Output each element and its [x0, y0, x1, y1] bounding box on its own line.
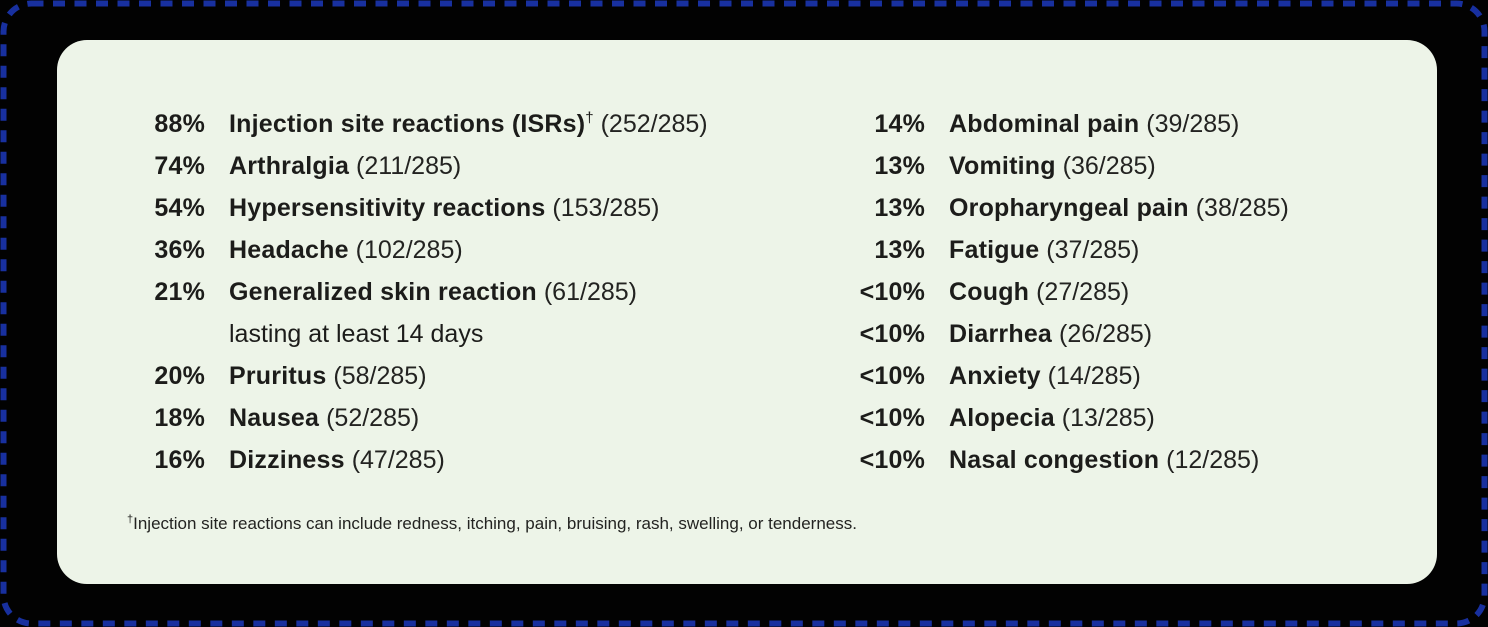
- reaction-percent: 88%: [154, 110, 205, 138]
- reaction-percent: <10%: [859, 362, 925, 390]
- reaction-count: (36/285): [1062, 152, 1156, 180]
- reaction-count: (252/285): [600, 110, 708, 138]
- reaction-percent: 21%: [154, 278, 205, 306]
- reaction-row: 20% Pruritus (58/285): [141, 355, 708, 397]
- reaction-name: Generalized skin reaction: [229, 278, 537, 306]
- reaction-percent: <10%: [859, 404, 925, 432]
- reaction-row: <10% Diarrhea (26/285): [817, 313, 1289, 355]
- reaction-name: Diarrhea: [949, 320, 1053, 348]
- adverse-reactions-card: 88% Injection site reactions (ISRs)† (252…: [57, 40, 1437, 584]
- reaction-count: (27/285): [1036, 278, 1130, 306]
- reaction-row: 54% Hypersensitivity reactions (153/285): [141, 187, 708, 229]
- reaction-name: Anxiety: [949, 362, 1041, 390]
- reaction-percent: <10%: [859, 446, 925, 474]
- reaction-label: Headache (102/285): [229, 229, 463, 271]
- reaction-label: Dizziness (47/285): [229, 439, 445, 481]
- reaction-count: (61/285): [543, 278, 637, 306]
- reaction-count: (211/285): [356, 152, 462, 180]
- reaction-percent: 54%: [154, 194, 205, 222]
- reaction-name: Pruritus: [229, 362, 327, 390]
- reaction-name: Abdominal pain: [949, 110, 1140, 138]
- reaction-count: (13/285): [1061, 404, 1155, 432]
- reaction-name: Arthralgia: [229, 152, 350, 180]
- reaction-count: (26/285): [1059, 320, 1153, 348]
- reaction-name: Dizziness: [229, 446, 345, 474]
- reaction-percent: 18%: [154, 404, 205, 432]
- reaction-percent: 16%: [154, 446, 205, 474]
- reactions-column-right: 14% Abdominal pain (39/285) 13% Vomiting (3…: [817, 103, 1289, 481]
- reaction-row: 74% Arthralgia (211/285): [141, 145, 708, 187]
- reaction-name: Alopecia: [949, 404, 1055, 432]
- reaction-label: Generalized skin reaction (61/285): [229, 271, 637, 313]
- reaction-percent: 13%: [874, 236, 925, 264]
- reaction-row: 36% Headache (102/285): [141, 229, 708, 271]
- reaction-name: Nasal congestion: [949, 446, 1160, 474]
- reaction-name: Injection site reactions (ISRs): [229, 110, 586, 138]
- reaction-row: 16% Dizziness (47/285): [141, 439, 708, 481]
- reaction-name: Cough: [949, 278, 1030, 306]
- reaction-label: Oropharyngeal pain (38/285): [949, 187, 1289, 229]
- reaction-label: Alopecia (13/285): [949, 397, 1155, 439]
- reaction-row: 13% Fatigue (37/285): [817, 229, 1289, 271]
- reaction-label: Nausea (52/285): [229, 397, 419, 439]
- reaction-name: Fatigue: [949, 236, 1040, 264]
- reaction-name: Oropharyngeal pain: [949, 194, 1189, 222]
- reaction-label: Vomiting (36/285): [949, 145, 1156, 187]
- reaction-percent: 13%: [874, 152, 925, 180]
- reaction-count: (12/285): [1166, 446, 1260, 474]
- reaction-row: 13% Oropharyngeal pain (38/285): [817, 187, 1289, 229]
- reaction-label: Pruritus (58/285): [229, 355, 427, 397]
- reaction-name: Hypersensitivity reactions: [229, 194, 546, 222]
- reaction-percent: 13%: [874, 194, 925, 222]
- reaction-row: 13% Vomiting (36/285): [817, 145, 1289, 187]
- reaction-count: (37/285): [1046, 236, 1140, 264]
- reaction-percent: 20%: [154, 362, 205, 390]
- reaction-row: <10% Alopecia (13/285): [817, 397, 1289, 439]
- reaction-row: <10% Cough (27/285): [817, 271, 1289, 313]
- reaction-row: 21% Generalized skin reaction (61/285): [141, 271, 708, 313]
- reaction-name: Headache: [229, 236, 349, 264]
- dagger-symbol: †: [585, 109, 594, 127]
- reaction-count: (58/285): [333, 362, 427, 390]
- reaction-count: (14/285): [1047, 362, 1141, 390]
- reaction-percent: 36%: [154, 236, 205, 264]
- reaction-row: <10% Nasal congestion (12/285): [817, 439, 1289, 481]
- dagger-symbol: †: [127, 513, 134, 526]
- reaction-label: Diarrhea (26/285): [949, 313, 1152, 355]
- reaction-count: (47/285): [351, 446, 445, 474]
- reaction-label: Arthralgia (211/285): [229, 145, 461, 187]
- reaction-percent: 14%: [874, 110, 925, 138]
- reaction-note-row: lasting at least 14 days: [141, 313, 708, 355]
- reaction-row: 18% Nausea (52/285): [141, 397, 708, 439]
- reaction-label: Cough (27/285): [949, 271, 1129, 313]
- reaction-count: (39/285): [1146, 110, 1240, 138]
- reaction-row: 88% Injection site reactions (ISRs)† (252…: [141, 103, 708, 145]
- reaction-percent: <10%: [859, 278, 925, 306]
- reaction-row: <10% Anxiety (14/285): [817, 355, 1289, 397]
- reaction-label: Fatigue (37/285): [949, 229, 1139, 271]
- reaction-count: (52/285): [326, 404, 420, 432]
- reaction-count: (153/285): [552, 194, 660, 222]
- reaction-count: (102/285): [355, 236, 463, 264]
- reaction-percent: <10%: [859, 320, 925, 348]
- reaction-label: Abdominal pain (39/285): [949, 103, 1239, 145]
- reaction-name: Nausea: [229, 404, 320, 432]
- reaction-label: Injection site reactions (ISRs)† (252/28…: [229, 103, 708, 145]
- reaction-name: Vomiting: [949, 152, 1056, 180]
- reaction-percent: 74%: [154, 152, 205, 180]
- reaction-label: Nasal congestion (12/285): [949, 439, 1259, 481]
- reaction-note: lasting at least 14 days: [229, 320, 484, 348]
- reaction-count: (38/285): [1195, 194, 1289, 222]
- reaction-label: Anxiety (14/285): [949, 355, 1141, 397]
- reaction-label: Hypersensitivity reactions (153/285): [229, 187, 659, 229]
- footnote-text: Injection site reactions can include red…: [133, 514, 857, 533]
- reaction-row: 14% Abdominal pain (39/285): [817, 103, 1289, 145]
- footnote: †Injection site reactions can include re…: [127, 512, 857, 536]
- reactions-column-left: 88% Injection site reactions (ISRs)† (252…: [141, 103, 708, 481]
